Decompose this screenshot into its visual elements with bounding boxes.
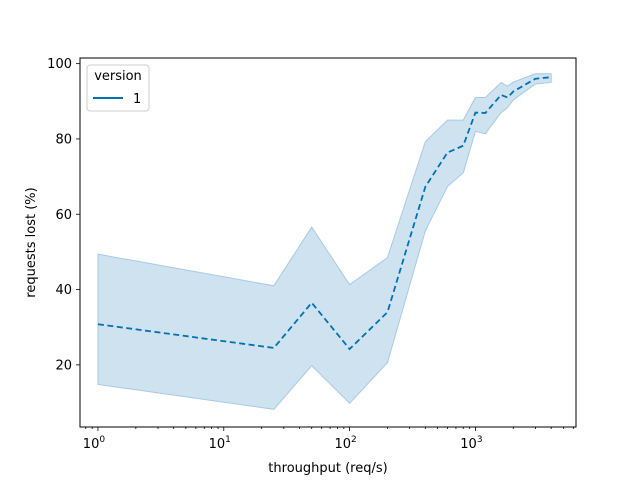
y-tick-label: 60	[55, 208, 72, 223]
confidence-band-series-1	[97, 73, 552, 410]
x-axis-label: throughput (req/s)	[268, 461, 387, 476]
data-line-series-1	[97, 76, 552, 351]
x-tick-label: 101	[209, 435, 231, 452]
y-tick-label: 80	[55, 132, 72, 147]
axes-frame	[79, 57, 577, 428]
plot-area	[97, 73, 552, 410]
legend-box	[86, 64, 150, 112]
x-axis: 100 101 102 103	[83, 427, 574, 452]
y-axis-label: requests lost (%)	[24, 187, 39, 297]
legend-entry-label: 1	[133, 92, 141, 107]
legend-title: version	[94, 69, 142, 84]
y-tick-label: 20	[55, 358, 72, 373]
y-axis: 20 40 60 80 100	[47, 57, 80, 373]
x-tick-label: 102	[334, 435, 356, 452]
x-tick-label: 100	[83, 435, 106, 452]
y-tick-label: 100	[47, 57, 72, 72]
x-tick-label: 103	[460, 435, 482, 452]
y-tick-label: 40	[55, 283, 72, 298]
legend: version 1	[86, 64, 150, 112]
